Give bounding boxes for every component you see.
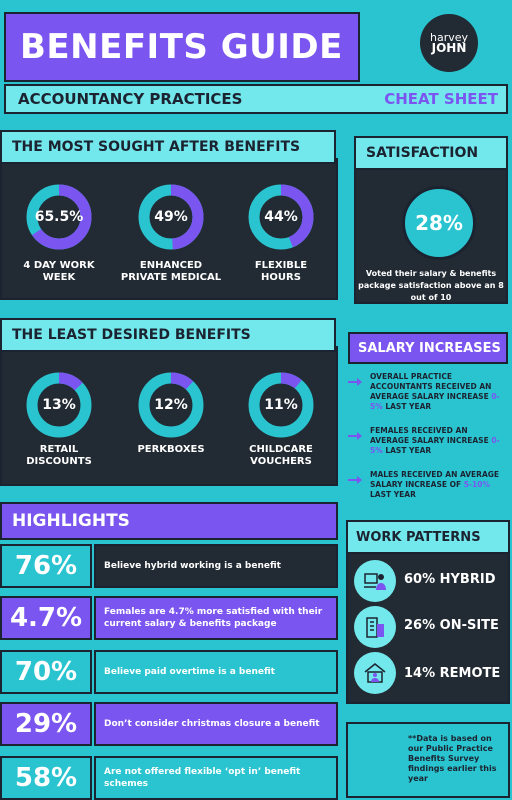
work-patterns-heading: WORK PATTERNS — [346, 520, 510, 554]
least-ring: 11% — [246, 370, 316, 440]
sought-ring-caption: 4 DAY WORK WEEK — [23, 260, 95, 283]
highlight-number: 4.7% — [0, 596, 92, 640]
highlight-text: Don’t consider christmas closure a benef… — [94, 702, 338, 746]
sought-ring-fill — [248, 184, 314, 250]
least-ring-fill — [26, 372, 92, 438]
work-pattern-remote: 14% REMOTE — [404, 666, 501, 681]
highlight-text: Females are 4.7% more satisfied with the… — [94, 596, 338, 640]
salary-heading: SALARY INCREASES — [348, 332, 508, 364]
least-ring-value: 11% — [264, 397, 298, 413]
sought-ring-fill — [138, 184, 204, 250]
least-heading-text: THE LEAST DESIRED BENEFITS — [12, 327, 251, 343]
highlight-text: Are not offered flexible ‘opt in’ benefi… — [94, 756, 338, 800]
highlight-row: 29% Don’t consider christmas closure a b… — [0, 702, 340, 746]
highlight-text: Believe hybrid working is a benefit — [94, 544, 338, 588]
satisfaction-circle: 28% — [402, 186, 476, 260]
salary-heading-text: SALARY INCREASES — [358, 340, 501, 356]
sought-ring-value: 49% — [154, 209, 188, 225]
subtitle-left: ACCOUNTANCY PRACTICES — [18, 90, 243, 108]
arrow-right-icon — [348, 432, 362, 440]
least-ring-caption: RETAIL DISCOUNTS — [26, 444, 92, 467]
sought-ring-caption: FLEXIBLE HOURS — [254, 260, 308, 283]
least-ring-fill — [248, 372, 314, 438]
sought-heading: THE MOST SOUGHT AFTER BENEFITS — [0, 130, 336, 164]
sought-ring-fill — [26, 184, 92, 250]
subtitle-bar: ACCOUNTANCY PRACTICES CHEAT SHEET — [4, 84, 508, 114]
highlight-row: 4.7% Females are 4.7% more satisfied wit… — [0, 596, 340, 640]
sought-ring: 49% — [136, 182, 206, 252]
work-patterns-heading-text: WORK PATTERNS — [356, 529, 481, 545]
salary-text: OVERALL PRACTICE ACCOUNTANTS RECEIVED AN… — [370, 372, 500, 411]
satisfaction-heading-text: SATISFACTION — [366, 145, 479, 161]
least-ring-caption: PERKBOXES — [137, 444, 205, 455]
least-panel — [0, 346, 338, 486]
salary-text: FEMALES RECEIVED AN AVERAGE SALARY INCRE… — [370, 426, 500, 455]
work-pattern-onsite: 26% ON-SITE — [404, 618, 499, 633]
sought-ring-value: 65.5% — [34, 209, 84, 225]
least-ring-fill — [138, 372, 204, 438]
harvey-john-logo: harvey JOHN — [420, 14, 478, 72]
least-ring: 12% — [136, 370, 206, 440]
arrow-right-icon — [348, 378, 362, 386]
office-building-icon — [354, 606, 396, 648]
sought-ring-value: 44% — [264, 209, 298, 225]
highlight-number: 76% — [0, 544, 92, 588]
least-heading: THE LEAST DESIRED BENEFITS — [0, 318, 336, 352]
home-worker-icon — [354, 652, 396, 694]
sought-ring: 65.5% — [24, 182, 94, 252]
title-banner: BENEFITS GUIDE — [4, 12, 360, 82]
least-ring: 13% — [24, 370, 94, 440]
highlight-number: 58% — [0, 756, 92, 800]
least-ring-caption: CHILDCARE VOUCHERS — [249, 444, 313, 467]
salary-text: MALES RECEIVED AN AVERAGE SALARY INCREAS… — [370, 470, 500, 499]
least-ring-value: 13% — [42, 397, 76, 413]
sought-ring-caption: ENHANCED PRIVATE MEDICAL — [120, 260, 222, 283]
hybrid-worker-icon — [354, 560, 396, 602]
work-pattern-hybrid: 60% HYBRID — [404, 572, 496, 587]
highlight-number: 29% — [0, 702, 92, 746]
logo-line1: harvey — [429, 31, 469, 44]
page-title: BENEFITS GUIDE — [20, 27, 343, 67]
subtitle-right: CHEAT SHEET — [384, 90, 498, 108]
logo-line2: JOHN — [431, 41, 467, 55]
highlights-heading-text: HIGHLIGHTS — [12, 511, 130, 531]
highlight-number: 70% — [0, 650, 92, 694]
highlight-row: 76% Believe hybrid working is a benefit — [0, 544, 340, 588]
satisfaction-value: 28% — [415, 211, 463, 235]
highlight-row: 70% Believe paid overtime is a benefit — [0, 650, 340, 694]
sought-ring: 44% — [246, 182, 316, 252]
satisfaction-text: Voted their salary & benefits package sa… — [358, 269, 504, 302]
least-ring-value: 12% — [154, 397, 188, 413]
highlight-text: Believe paid overtime is a benefit — [94, 650, 338, 694]
satisfaction-heading: SATISFACTION — [354, 136, 508, 170]
footnote: **Data is based on our Public Practice B… — [346, 722, 510, 798]
highlight-row: 58% Are not offered flexible ‘opt in’ be… — [0, 756, 340, 800]
sought-heading-text: THE MOST SOUGHT AFTER BENEFITS — [12, 139, 301, 155]
sought-panel — [0, 158, 338, 300]
highlights-heading: HIGHLIGHTS — [0, 502, 338, 540]
arrow-right-icon — [348, 476, 362, 484]
